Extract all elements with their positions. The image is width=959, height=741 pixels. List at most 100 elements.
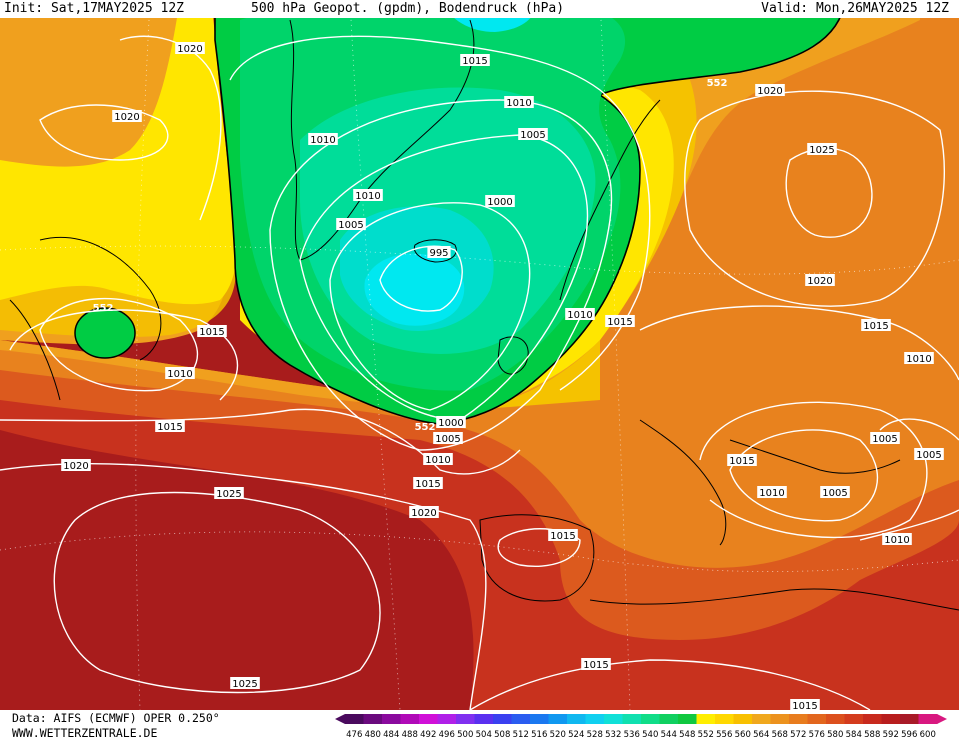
- scale-swatch: [715, 714, 734, 724]
- svg-text:1015: 1015: [462, 56, 487, 67]
- scale-swatch: [585, 714, 605, 724]
- weather-map: 1020 1020 1015 1010 1010 1005 1010 1005 1000 995 1…: [0, 0, 959, 710]
- isobar-label: 1015: [460, 54, 490, 67]
- isobar-label: 1025: [807, 143, 837, 156]
- isobar-1005: [299, 134, 589, 421]
- scale-label: 568: [772, 730, 788, 740]
- isobar-label: 1010: [353, 189, 383, 202]
- svg-text:1020: 1020: [63, 461, 88, 472]
- svg-text:1025: 1025: [216, 489, 241, 500]
- scale-label: 572: [790, 730, 806, 740]
- isobar-label: 1015: [581, 658, 611, 671]
- scale-swatch: [419, 714, 438, 724]
- color-scale: 476 480 484 488 492 496 500 504 508 512 516 520 524 5…: [335, 714, 947, 740]
- scale-swatch: [863, 714, 882, 724]
- svg-text:1020: 1020: [177, 44, 202, 55]
- svg-text:1015: 1015: [607, 317, 632, 328]
- isobar-label: 1025: [214, 487, 244, 500]
- band-light-orange-nw: [0, 0, 180, 167]
- scale-label: 484: [383, 730, 399, 740]
- isobar-label: 1020: [409, 506, 439, 519]
- isobar-1005-se: [729, 429, 879, 522]
- scale-swatch: [456, 714, 475, 724]
- isobar-1020-west: [119, 35, 222, 221]
- scale-swatch: [474, 714, 494, 724]
- isobar-label: 1010: [882, 533, 912, 546]
- isobar-label: 1005: [914, 448, 944, 461]
- graticule-line: [0, 245, 959, 275]
- scale-swatch: [622, 714, 642, 724]
- isobar-label: 1005: [870, 432, 900, 445]
- svg-text:1005: 1005: [435, 434, 460, 445]
- footer-bar: Data: AIFS (ECMWF) OPER 0.250° WWW.WETTE…: [0, 710, 959, 741]
- data-source: Data: AIFS (ECMWF) OPER 0.250°: [12, 711, 220, 725]
- isobar-label: 1015: [861, 319, 891, 332]
- isobar-label: 1005: [518, 128, 548, 141]
- svg-text:1015: 1015: [863, 321, 888, 332]
- svg-text:1025: 1025: [232, 679, 257, 690]
- scale-label: 532: [605, 730, 621, 740]
- isobar-label: 1025: [230, 677, 260, 690]
- north-america-coast: [9, 299, 61, 401]
- isobar-label: 1015: [413, 477, 443, 490]
- iberia-coast: [479, 514, 595, 602]
- scale-swatch: [900, 714, 919, 724]
- newfoundland-coast: [39, 236, 162, 361]
- isobar-label: 1015: [727, 454, 757, 467]
- scale-swatch: [826, 714, 845, 724]
- isobar-1000: [329, 202, 531, 411]
- scale-label: 592: [883, 730, 899, 740]
- svg-text:1005: 1005: [822, 488, 847, 499]
- scale-swatch: [530, 714, 549, 724]
- scale-swatch: [733, 714, 753, 724]
- contour-label: 552: [415, 422, 436, 433]
- scale-swatch: [678, 714, 697, 724]
- scale-swatch: [382, 714, 401, 724]
- svg-text:1010: 1010: [759, 488, 784, 499]
- svg-text:1015: 1015: [550, 531, 575, 542]
- isobar-1010-east: [859, 509, 959, 541]
- scale-arrow-left: [335, 714, 345, 724]
- isobar-label: 1010: [565, 308, 595, 321]
- isobar-label: 1020: [112, 110, 142, 123]
- isobar-label: 1015: [197, 325, 227, 338]
- isobar-label: 1010: [904, 352, 934, 365]
- isobar-1015-south: [469, 659, 871, 710]
- scale-label: 528: [587, 730, 603, 740]
- svg-text:552: 552: [707, 78, 728, 89]
- greenland-coast: [289, 19, 475, 261]
- scale-label: 540: [642, 730, 658, 740]
- scale-swatch: [659, 714, 679, 724]
- scale-swatch: [752, 714, 771, 724]
- svg-text:1015: 1015: [199, 327, 224, 338]
- svg-text:1020: 1020: [757, 86, 782, 97]
- scale-arrow-right: [937, 714, 947, 724]
- scale-label: 492: [420, 730, 436, 740]
- graticule-line: [0, 531, 959, 572]
- scale-label: 584: [846, 730, 862, 740]
- svg-text:552: 552: [415, 422, 436, 433]
- scale-swatch: [345, 714, 364, 724]
- isobar-labels: 1020 1020 1015 1010 1010 1005 1010 1005 1000 995 1…: [61, 42, 944, 710]
- isobar-1015-east: [639, 305, 959, 381]
- scale-swatch: [400, 714, 420, 724]
- uk-coast: [497, 336, 529, 375]
- isobar-label: 1000: [436, 416, 466, 429]
- isobar-1010-west: [39, 298, 199, 392]
- svg-text:1015: 1015: [583, 660, 608, 671]
- scale-swatch: [548, 714, 568, 724]
- balkan-coast: [729, 439, 901, 474]
- scale-swatch: [844, 714, 864, 724]
- scale-swatch: [696, 714, 716, 724]
- isobar-1015-mid: [0, 408, 521, 475]
- svg-text:1005: 1005: [872, 434, 897, 445]
- graticule: [0, 0, 959, 710]
- scale-label: 516: [531, 730, 547, 740]
- coastlines: [9, 19, 959, 611]
- scale-label: 488: [402, 730, 418, 740]
- svg-text:1020: 1020: [114, 112, 139, 123]
- scale-label: 560: [735, 730, 751, 740]
- scale-swatch: [511, 714, 531, 724]
- graticule-line: [599, 0, 631, 710]
- scale-swatch: [363, 714, 383, 724]
